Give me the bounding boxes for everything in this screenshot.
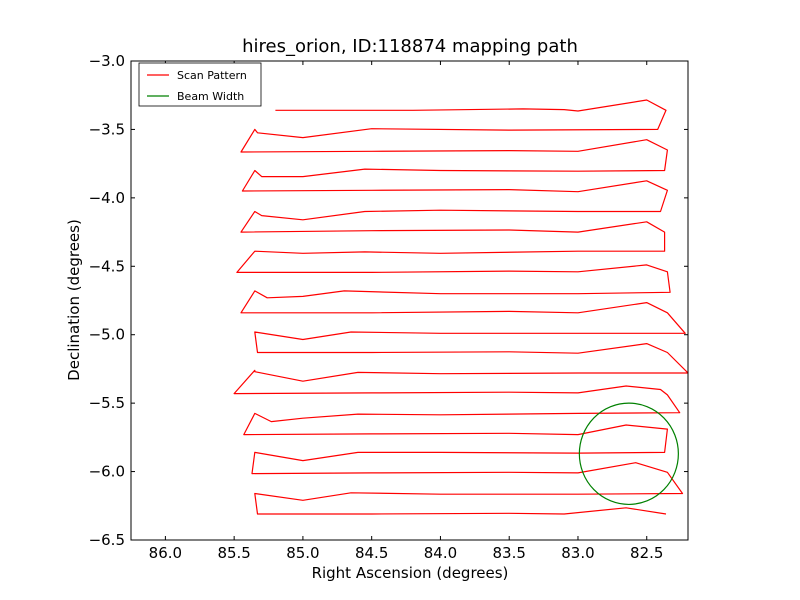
- chart-title: hires_orion, ID:118874 mapping path: [242, 36, 578, 57]
- y-tick-label: −6.0: [89, 463, 125, 481]
- legend-beam-width-label: Beam Width: [177, 90, 244, 103]
- beam-width-circle: [578, 402, 679, 506]
- x-tick-label: 82.5: [630, 544, 663, 562]
- y-tick-label: −5.0: [89, 326, 125, 344]
- y-tick-label: −5.5: [89, 394, 125, 412]
- y-tick-label: −3.5: [89, 120, 125, 138]
- y-tick-label: −4.5: [89, 257, 125, 275]
- plot-area-frame: [130, 60, 689, 541]
- scan-pattern-line: [233, 99, 688, 515]
- x-tick-label: 83.0: [561, 544, 594, 562]
- x-tick-label: 86.0: [149, 544, 182, 562]
- x-tick-label: 84.5: [355, 544, 388, 562]
- legend-box: [138, 62, 262, 107]
- x-tick-label: 84.0: [424, 544, 457, 562]
- x-tick-label: 83.5: [493, 544, 526, 562]
- legend: Scan Pattern Beam Width: [138, 62, 262, 107]
- y-tick-label: −6.5: [89, 531, 125, 549]
- legend-scan-pattern-label: Scan Pattern: [177, 69, 247, 82]
- y-tick-label: −3.0: [89, 52, 125, 70]
- y-tick-label: −4.0: [89, 189, 125, 207]
- x-tick-label: 85.5: [217, 544, 250, 562]
- x-axis-label: Right Ascension (degrees): [312, 564, 509, 582]
- x-tick-label: 85.0: [286, 544, 319, 562]
- y-axis-label: Declination (degrees): [65, 219, 83, 381]
